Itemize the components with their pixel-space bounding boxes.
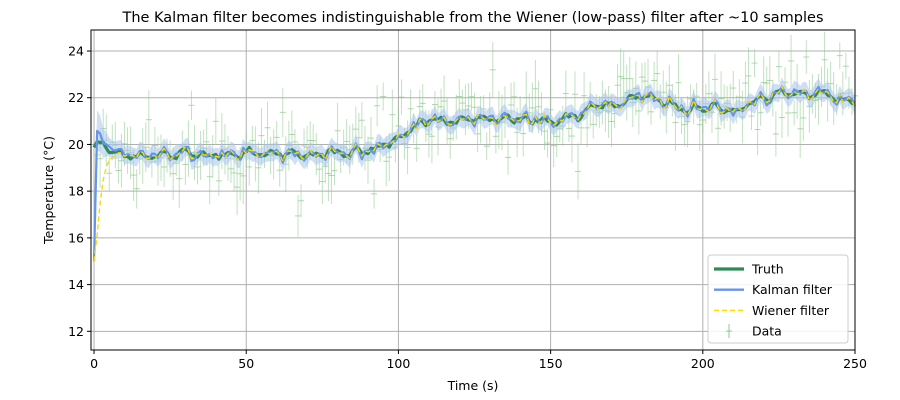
data-point [240,147,247,205]
series-lines [92,84,857,262]
y-tick-label: 12 [68,324,84,339]
x-tick-label: 150 [539,356,563,371]
x-axis-label: Time (s) [447,378,499,393]
y-tick-label: 18 [68,184,84,199]
data-point [842,52,849,80]
x-tick-label: 250 [843,356,867,371]
data-point [751,49,758,78]
data-point [328,147,335,204]
data-point [617,48,624,105]
y-axis-label: Temperature (°C) [41,136,56,245]
data-point [279,87,286,138]
data-point [358,101,365,139]
legend-box [707,254,849,344]
data-point [772,111,779,157]
data-point [505,140,512,175]
data-point [590,110,597,139]
data-point [654,51,661,97]
data-point [791,100,798,126]
data-point [228,154,235,183]
data-point [715,112,722,144]
data-point [803,40,810,74]
y-axis-ticks: 12 14 16 18 20 22 24 [68,44,91,339]
data-point [638,62,645,92]
data-point [294,195,301,237]
data-point [489,42,496,98]
data-point [821,31,828,88]
data-point [374,85,381,127]
data-point [106,155,113,192]
data-point [212,98,219,145]
data-point [483,132,490,161]
series-line-wiener [93,84,856,262]
y-tick-label: 14 [68,277,84,292]
data-point [413,134,420,162]
data-point [389,89,396,140]
y-tick-label: 20 [68,137,84,152]
data-point [218,112,225,170]
legend-entry-truth: Truth [751,262,784,277]
chart-title: The Kalman filter becomes indistinguisha… [121,10,823,26]
data-point [133,169,140,209]
data-point [575,143,582,200]
data-point [468,82,475,112]
legend-entry-wiener: Wiener filter [752,303,830,318]
legend: Truth Kalman filter Wiener filter Data [707,254,849,344]
plot-frame [90,29,856,351]
data-point [648,99,655,125]
data-point [797,99,804,158]
y-tick-label: 22 [68,90,84,105]
x-tick-label: 100 [386,356,410,371]
x-tick-label: 0 [90,356,98,371]
data-point [754,104,761,156]
data-point [775,50,782,83]
legend-entry-data: Data [752,324,782,339]
legend-swatch-data [726,324,732,339]
data-point [763,66,770,100]
data-point [788,34,795,88]
data-point [471,92,478,122]
x-axis-ticks: 0 50 100 150 200 250 [90,350,867,371]
data-point [145,90,152,150]
data-point [757,99,764,126]
data-point [398,79,405,115]
data-point [319,158,326,205]
data-point [800,95,807,141]
data-point [778,97,785,139]
y-tick-label: 24 [68,44,84,59]
data-point [331,156,338,185]
x-tick-label: 200 [691,356,715,371]
y-tick-label: 16 [68,230,84,245]
data-point [544,128,551,158]
data-point [511,81,518,112]
data-point [215,165,222,196]
data-point [188,90,195,121]
data-point [836,42,843,69]
data-point [742,61,749,105]
data-point [115,157,122,184]
data-point [380,82,387,111]
x-tick-label: 50 [238,356,254,371]
legend-entry-kalman: Kalman filter [752,282,833,297]
data-point [234,158,241,216]
data-points [94,31,858,237]
data-point [298,184,305,218]
data-point [730,70,737,106]
data-point [371,179,378,209]
